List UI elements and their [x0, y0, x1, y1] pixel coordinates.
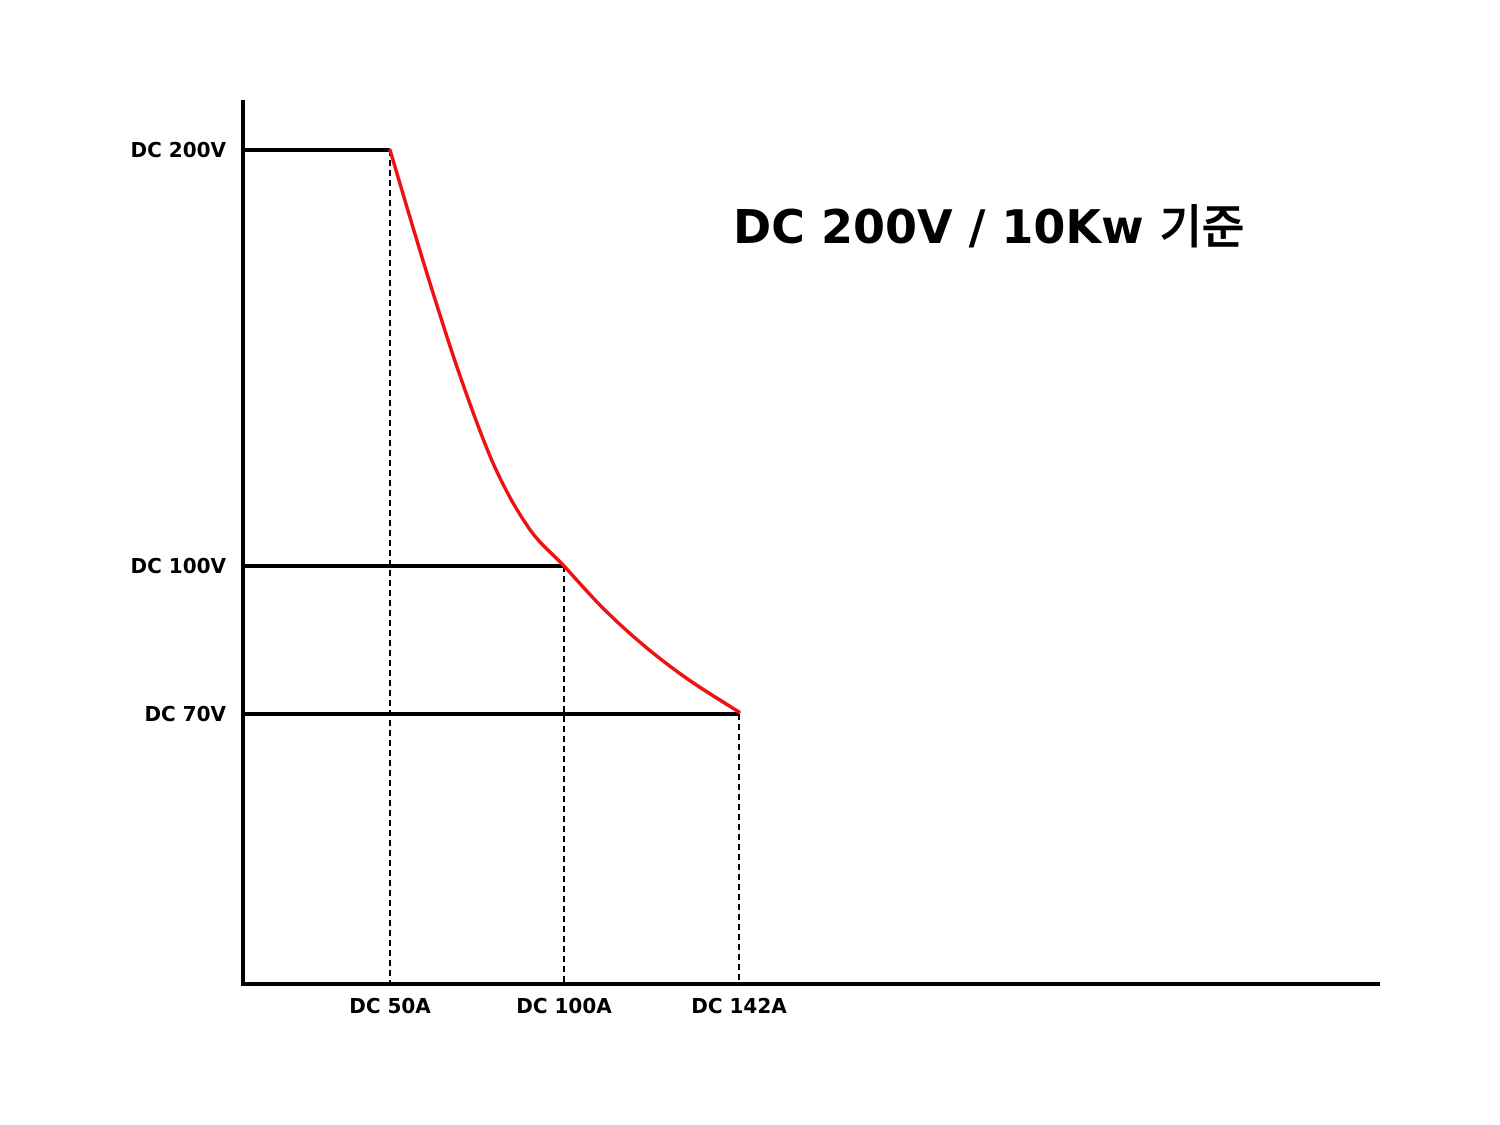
series-line-0: [388, 148, 741, 714]
reference-lines: [243, 148, 739, 716]
x-tick-label-2: DC 142A: [691, 994, 787, 1018]
axes: [241, 100, 1380, 986]
x-tick-label-0: DC 50A: [349, 994, 431, 1018]
x-tick-labels: DC 50A DC 100A DC 142A: [349, 994, 787, 1018]
chart-title: DC 200V / 10Kw 기준: [733, 200, 1244, 254]
series-layer: [388, 148, 741, 714]
guide-lines: [389, 150, 740, 984]
y-tick-label-1: DC 100V: [131, 554, 227, 578]
y-tick-label-0: DC 200V: [131, 138, 227, 162]
y-tick-labels: DC 200V DC 100V DC 70V: [131, 138, 227, 726]
y-tick-label-2: DC 70V: [144, 702, 226, 726]
x-tick-label-1: DC 100A: [516, 994, 612, 1018]
